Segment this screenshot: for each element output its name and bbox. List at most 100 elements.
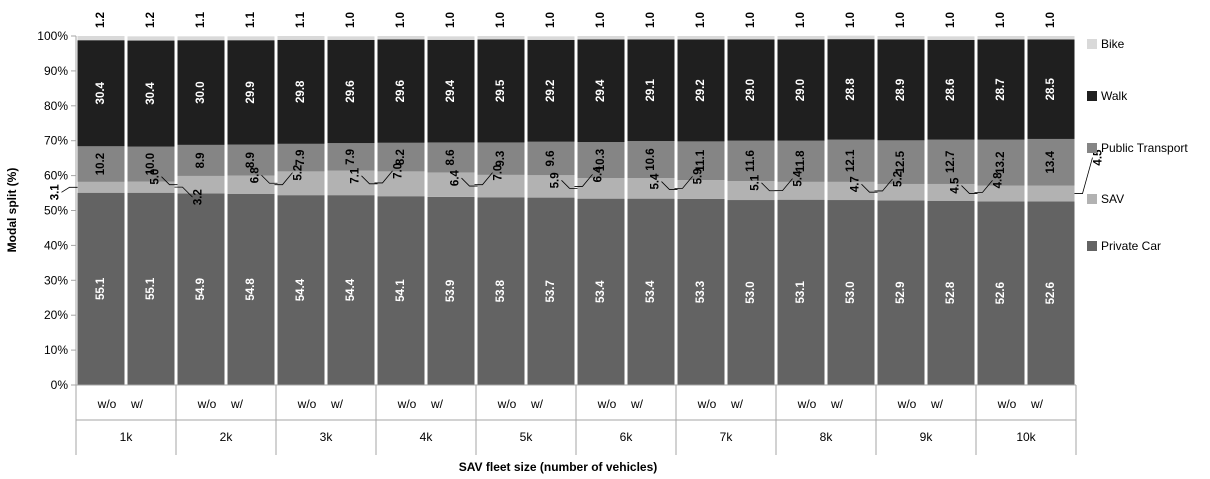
- legend-label: Bike: [1101, 37, 1125, 51]
- y-tick-label: 100%: [37, 29, 68, 43]
- y-tick-label: 0%: [51, 378, 69, 392]
- data-label: 13.2: [995, 151, 1007, 173]
- bar-segment-walk: [127, 40, 175, 147]
- data-label: 1.0: [745, 12, 757, 28]
- data-label: 52.9: [895, 281, 907, 303]
- x-axis: w/o w/w/o w/w/o w/w/o w/w/o w/w/o w/w/o w/w/o w/…: [75, 384, 1077, 455]
- data-label: 29.2: [695, 79, 707, 101]
- data-label: 11.6: [745, 150, 757, 172]
- data-label: 54.4: [295, 278, 307, 301]
- data-label-sav: 7.0: [493, 165, 505, 181]
- legend-label: Public Transport: [1101, 141, 1188, 155]
- bar-segment-private-car: [827, 200, 875, 385]
- data-label: 53.3: [695, 281, 707, 303]
- bar-segment-private-car: [277, 195, 325, 385]
- y-tick-label: 90%: [44, 64, 68, 78]
- data-label: 1.2: [95, 12, 107, 28]
- callout-leader: [374, 170, 393, 184]
- group-label: 5k: [520, 430, 534, 444]
- bar-segment-bike: [1027, 36, 1075, 40]
- legend-label: SAV: [1101, 192, 1124, 206]
- data-label: 1.0: [895, 12, 907, 28]
- data-label: 12.1: [845, 149, 857, 172]
- data-label: 53.0: [745, 281, 757, 303]
- subcategory-label: w/: [1030, 397, 1044, 411]
- subcategory-label: w/: [430, 397, 444, 411]
- callout-leader: [1074, 157, 1093, 194]
- subcategory-label: w/: [130, 397, 144, 411]
- bar-segment-public-transport: [1027, 138, 1075, 186]
- data-label: 53.7: [545, 280, 557, 302]
- data-label: 1.0: [695, 12, 707, 28]
- bar-segment-bike: [577, 36, 625, 40]
- callout-leader: [861, 183, 878, 193]
- data-label: 1.0: [445, 12, 457, 28]
- callout-leader: [461, 177, 478, 187]
- bar-segment-private-car: [327, 195, 375, 385]
- data-label-sav: 5.4: [650, 173, 662, 190]
- group-label: 10k: [1016, 430, 1036, 444]
- y-axis-title: Modal split (%): [5, 168, 19, 253]
- data-label-sav: 4.5: [950, 177, 962, 194]
- bar-segment-sav: [227, 175, 275, 194]
- bar-segment-public-transport: [977, 139, 1025, 186]
- bar-segment-bike: [877, 36, 925, 40]
- bar-segment-walk: [327, 39, 375, 144]
- subcategory-label: w/: [830, 397, 844, 411]
- bar-segment-bike: [227, 36, 275, 41]
- bar-segment-walk: [677, 39, 725, 142]
- bar-segment-private-car: [377, 196, 425, 385]
- callout-leader: [574, 174, 593, 187]
- callout-leader: [261, 174, 278, 184]
- bar-segment-public-transport: [727, 140, 775, 182]
- bar-segment-public-transport: [427, 142, 475, 173]
- y-tick-label: 10%: [44, 343, 68, 357]
- data-label: 1.2: [145, 12, 157, 28]
- bar-segment-sav: [777, 181, 825, 200]
- bar-segment-public-transport: [777, 140, 825, 182]
- data-label: 9.3: [495, 151, 507, 167]
- data-label-sav: 7.0: [393, 163, 405, 179]
- callout-leader: [361, 175, 378, 185]
- bar-segment-public-transport: [827, 139, 875, 182]
- data-label: 53.9: [445, 280, 457, 302]
- data-label: 53.0: [845, 281, 857, 303]
- data-label: 29.6: [345, 80, 357, 102]
- data-label: 29.0: [795, 79, 807, 101]
- bar-segment-bike: [477, 36, 525, 40]
- group-label: 4k: [420, 430, 434, 444]
- data-label: 53.4: [595, 280, 607, 303]
- data-label: 12.5: [895, 150, 907, 173]
- bar-segment-public-transport: [227, 144, 275, 176]
- data-label: 30.0: [195, 81, 207, 103]
- bar-segment-private-car: [777, 199, 825, 385]
- data-label: 54.4: [345, 278, 357, 301]
- data-label: 9.6: [545, 150, 557, 166]
- bar-segment-bike: [427, 36, 475, 40]
- data-label-sav: 5.4: [793, 170, 805, 187]
- data-label: 29.9: [245, 81, 257, 103]
- data-label: 28.8: [845, 78, 857, 101]
- bar-segment-public-transport: [527, 141, 575, 176]
- y-tick-label: 30%: [44, 273, 68, 287]
- y-tick-label: 40%: [44, 238, 68, 252]
- legend-label: Walk: [1101, 89, 1128, 103]
- bar-segment-walk: [627, 39, 675, 142]
- group-label: 2k: [220, 430, 234, 444]
- bar-segment-sav: [877, 183, 925, 201]
- data-label-sav: 3.1: [50, 184, 62, 201]
- data-label-sav: 4.5: [1093, 149, 1105, 166]
- bar-segment-bike: [327, 36, 375, 40]
- bar-segment-private-car: [127, 192, 175, 385]
- data-label: 1.0: [495, 12, 507, 28]
- bar-segment-public-transport: [177, 144, 225, 176]
- bar-segment-walk: [1027, 39, 1075, 139]
- y-tick-label: 70%: [44, 134, 68, 148]
- y-tick-label: 20%: [44, 308, 68, 322]
- bar-segment-walk: [377, 39, 425, 143]
- data-label: 29.0: [745, 79, 757, 101]
- data-label: 53.8: [495, 279, 507, 302]
- data-label: 1.0: [1045, 12, 1057, 28]
- bar-segment-walk: [577, 39, 625, 143]
- bar-segment-bike: [377, 36, 425, 40]
